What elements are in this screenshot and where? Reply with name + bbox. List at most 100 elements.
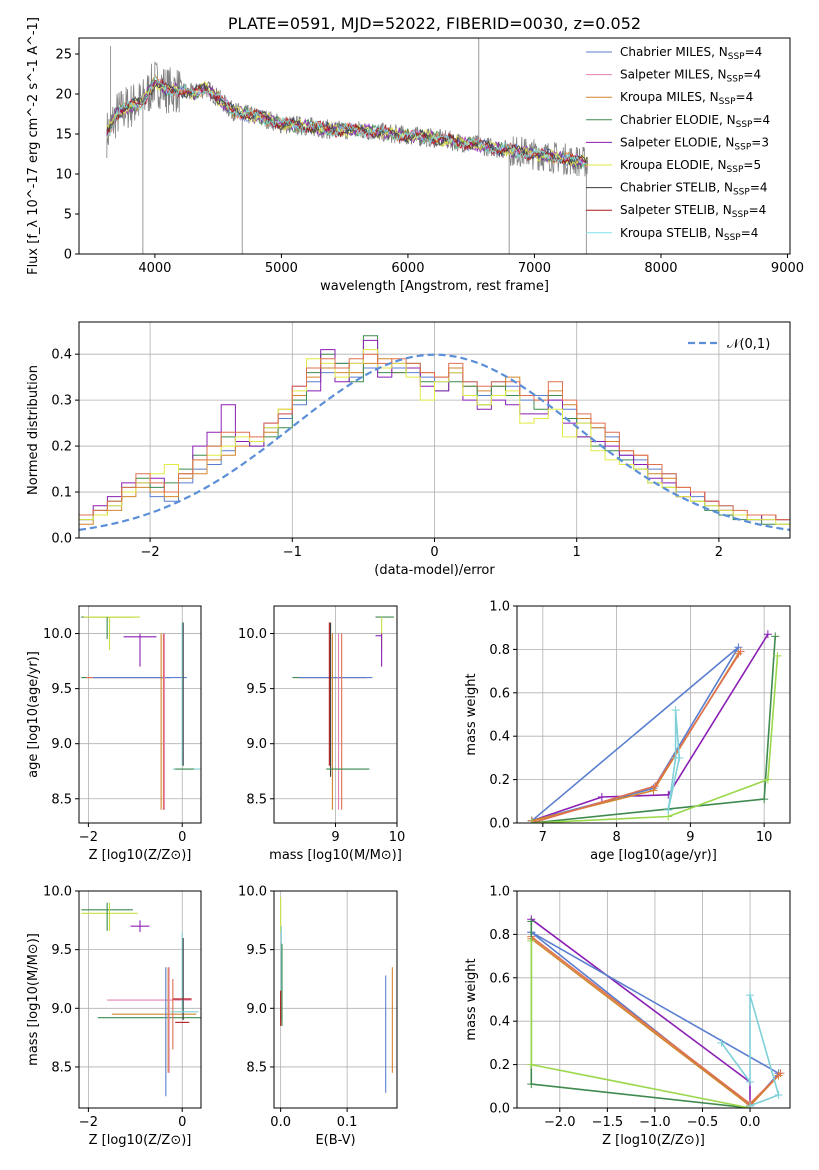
error-bars: [292, 616, 394, 810]
series-point: [527, 1060, 536, 1069]
y-tick-label: 0.0: [489, 817, 510, 832]
y-tick-label: 5: [64, 208, 72, 223]
x-tick-label: 9: [331, 830, 339, 845]
y-tick-label: 10.0: [238, 885, 267, 900]
legend-subscript: SSP: [734, 142, 751, 152]
x-axis-label: wavelength [Angstrom, rest frame]: [320, 279, 549, 294]
x-tick-label: 5000: [265, 261, 298, 276]
y-tick-label: 9.0: [51, 1002, 72, 1017]
y-tick-label: 9.0: [246, 1002, 267, 1017]
x-axis-label: Z [log10(Z/Z⊙)]: [89, 1133, 192, 1148]
y-tick-label: 9.5: [246, 943, 267, 958]
histogram-series: [79, 353, 790, 521]
x-tick-label: 10: [389, 830, 406, 845]
y-tick-label: 25: [55, 48, 72, 63]
y-tick-label: 1.0: [489, 600, 510, 615]
series-point: [746, 1101, 755, 1108]
legend-entry: Chabrier MILES, NSSP=4: [620, 45, 762, 62]
x-tick-label: 9000: [771, 261, 804, 276]
axes-frame: [78, 37, 791, 255]
x-tick-label: 4000: [138, 261, 171, 276]
series-point: [774, 1090, 783, 1099]
y-tick-label: 9.0: [246, 737, 267, 752]
legend-value: =4: [741, 226, 759, 240]
x-tick-label: 0: [430, 545, 438, 560]
massweight-vs-age-panel: 7 8 9 10 0.0 0.2 0.4 0.6 0.8 1.0 age [log10(age/yr…: [464, 600, 791, 863]
y-axis-label: Flux [f_λ 10^-17 erg cm^-2 s^-1 A^-1]: [26, 17, 41, 275]
y-tick-label: 8.5: [51, 1060, 72, 1075]
y-tick-label: 10.0: [43, 885, 72, 900]
x-axis-label: Z [log10(Z/Z⊙)]: [602, 1133, 705, 1148]
x-tick-label: −0.5: [687, 1115, 719, 1130]
series-point: [736, 647, 745, 656]
series-line: [530, 940, 751, 1108]
y-tick-label: 0.4: [489, 1015, 510, 1030]
series-point: [746, 991, 755, 1000]
legend-value: =4: [750, 181, 768, 195]
x-tick-label: −1.5: [592, 1115, 624, 1130]
legend-subscript: SSP: [727, 165, 744, 175]
series-point: [527, 1080, 536, 1089]
series-point: [776, 1069, 785, 1078]
series-point: [650, 782, 659, 791]
y-tick-label: 0.2: [489, 1058, 510, 1073]
legend-value: =4: [752, 113, 770, 127]
x-tick-label: 0: [178, 1115, 186, 1130]
legend-entry: 𝒩(0,1): [727, 337, 770, 352]
legend: 𝒩(0,1): [688, 337, 770, 352]
legend-entry: Chabrier ELODIE, NSSP=4: [620, 113, 770, 130]
x-tick-label: 0.1: [337, 1115, 358, 1130]
series-point: [664, 805, 673, 814]
y-tick-label: 0.2: [489, 773, 510, 788]
y-tick-label: 0.0: [51, 532, 72, 547]
y-axis-label: Normed distribution: [26, 365, 41, 495]
legend-subscript: SSP: [727, 75, 744, 85]
x-tick-label: −1.0: [639, 1115, 671, 1130]
y-tick-label: 10: [55, 168, 72, 183]
legend-entry: Salpeter MILES, NSSP=4: [620, 68, 761, 85]
legend-entry: Kroupa STELIB, NSSP=4: [620, 226, 758, 243]
x-tick-label: 2: [715, 545, 723, 560]
y-tick-label: 0.0: [489, 1102, 510, 1117]
y-tick-label: 0.1: [51, 486, 72, 501]
x-tick-label: 0.0: [270, 1115, 291, 1130]
y-tick-label: 0.4: [51, 348, 72, 363]
error-bars: [81, 902, 201, 1097]
axes-frame: [516, 890, 791, 1109]
y-tick-label: 0.8: [489, 928, 510, 943]
legend-value: =4: [749, 203, 767, 217]
legend-value: =4: [736, 90, 754, 104]
legend-subscript: SSP: [719, 97, 736, 107]
legend-entry: Salpeter ELODIE, NSSP=3: [620, 135, 769, 152]
y-tick-label: 8.5: [246, 1060, 267, 1075]
y-tick-label: 0.8: [489, 643, 510, 658]
x-axis-label: (data-model)/error: [374, 563, 495, 578]
series-line: [531, 651, 742, 823]
x-tick-label: 7000: [518, 261, 551, 276]
series-point: [771, 632, 780, 641]
legend-entry: Kroupa MILES, NSSP=4: [620, 90, 753, 107]
x-tick-label: 1: [573, 545, 581, 560]
y-tick-label: 0.2: [51, 440, 72, 455]
y-tick-label: 0.3: [51, 394, 72, 409]
age-vs-mass-panel: 9 10 8.5 9.0 9.5 10.0 mass [log10(M/M⊙)]: [238, 605, 406, 863]
legend-entry: Chabrier STELIB, NSSP=4: [620, 181, 768, 198]
y-tick-label: 0.6: [489, 686, 510, 701]
x-axis-label: E(B-V): [315, 1133, 355, 1148]
series-point: [717, 1038, 726, 1047]
error-bars: [280, 896, 393, 1093]
series-point: [760, 795, 769, 804]
axes-frame: [273, 890, 398, 1109]
chart-title: PLATE=0591, MJD=52022, FIBERID=0030, z=0…: [228, 14, 641, 33]
legend-subscript: SSP: [728, 52, 745, 62]
x-tick-label: 0.0: [740, 1115, 761, 1130]
series-lines: [527, 915, 785, 1108]
y-axis-label: mass weight: [464, 673, 479, 755]
y-tick-label: 10.0: [43, 627, 72, 642]
histogram-series: [79, 339, 790, 521]
series-point: [773, 651, 782, 660]
y-tick-label: 8.5: [246, 792, 267, 807]
massweight-vs-z-panel: −2.0 −1.5 −1.0 −0.5 0.0 0.0 0.2 0.4 0.6 0.8 1.0 Z […: [464, 885, 791, 1148]
x-tick-label: 7: [539, 830, 547, 845]
